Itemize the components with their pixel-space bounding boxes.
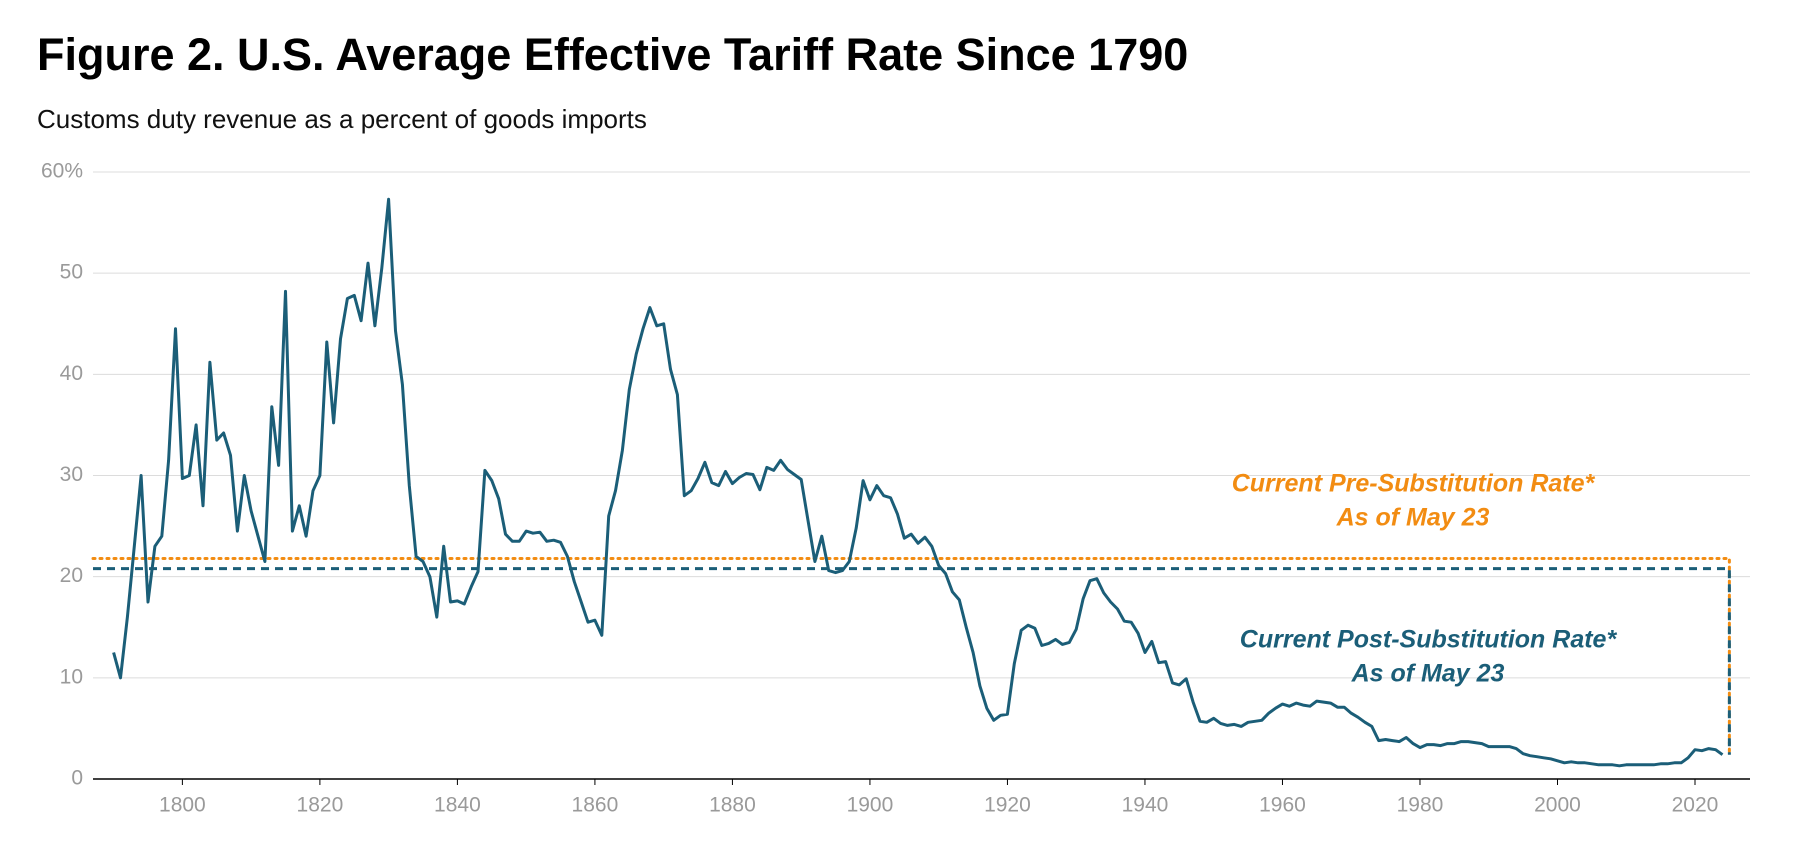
annotation: Current Post-Substitution Rate* — [1240, 626, 1618, 654]
annotation: Current Pre-Substitution Rate* — [1232, 470, 1596, 498]
x-tick-label: 1860 — [572, 794, 619, 817]
annotation: As of May 23 — [1351, 660, 1505, 688]
x-tick-label: 2020 — [1672, 794, 1719, 817]
reference-line — [91, 556, 1731, 757]
x-tick-label: 1800 — [159, 794, 206, 817]
y-tick-label: 10 — [60, 665, 83, 688]
y-tick-label: 0 — [71, 767, 83, 790]
y-tick-label: 50 — [60, 261, 83, 284]
y-tick-label: 60% — [41, 160, 83, 183]
chart-title: Figure 2. U.S. Average Effective Tariff … — [37, 29, 1188, 80]
x-tick-label: 1920 — [984, 794, 1031, 817]
annotation: As of May 23 — [1336, 504, 1490, 532]
x-tick-label: 1960 — [1259, 794, 1306, 817]
x-tick-label: 1980 — [1397, 794, 1444, 817]
x-tick-label: 2000 — [1534, 794, 1581, 817]
y-tick-label: 20 — [60, 564, 83, 587]
y-tick-label: 40 — [60, 362, 83, 385]
x-tick-label: 1820 — [297, 794, 344, 817]
x-tick-label: 1940 — [1122, 794, 1169, 817]
x-tick-label: 1900 — [847, 794, 894, 817]
line-series — [112, 197, 1724, 768]
chart-subtitle: Customs duty revenue as a percent of goo… — [37, 104, 647, 134]
x-tick-label: 1840 — [434, 794, 481, 817]
y-tick-label: 30 — [60, 463, 83, 486]
x-tick-label: 1880 — [709, 794, 756, 817]
